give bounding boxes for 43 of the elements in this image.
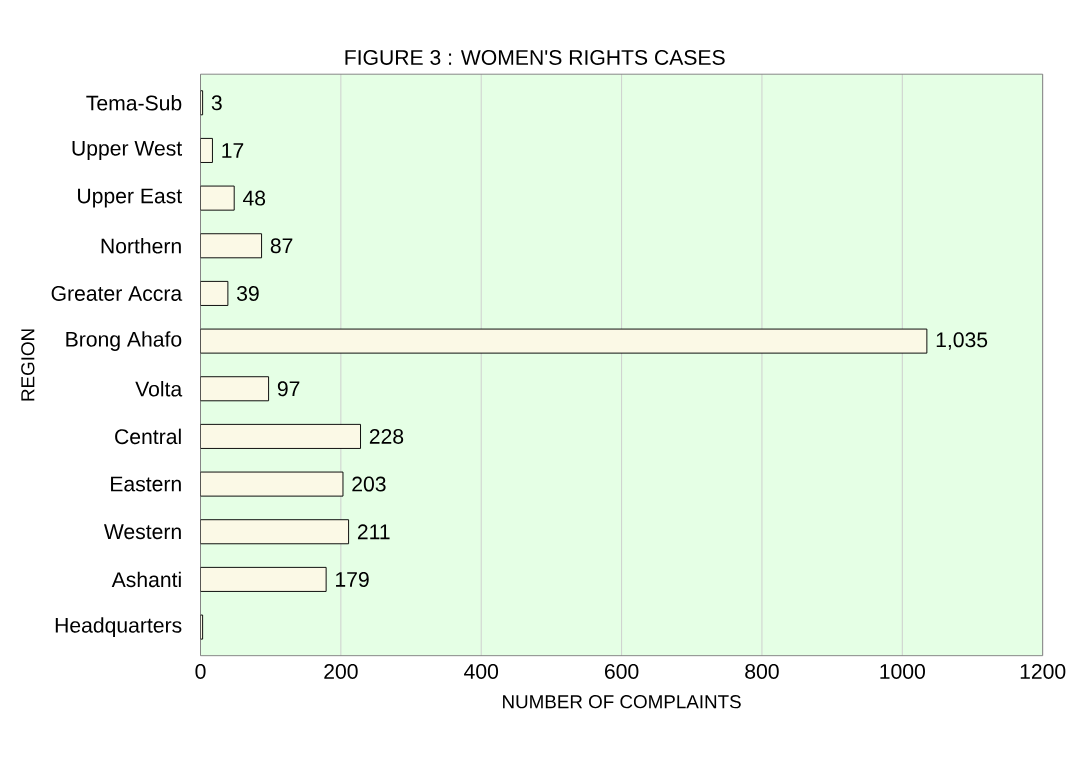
y-tick-label: Brong Ahafo (66, 331, 182, 352)
y-tick-label: Tema-Sub (86, 95, 182, 111)
x-tick-label: 600 (605, 664, 639, 680)
data-label: 1,035 (936, 332, 988, 350)
x-tick-label: 200 (324, 664, 358, 680)
x-tick-label: 400 (464, 664, 499, 680)
x-tick-label: 800 (745, 664, 779, 680)
bar (200, 328, 928, 354)
data-label: 97 (277, 381, 300, 397)
bar (200, 471, 344, 497)
y-tick-label: Upper West (72, 141, 183, 161)
y-tick-label: Greater Accra (51, 286, 183, 302)
bar (200, 138, 213, 164)
data-label: 17 (222, 143, 244, 158)
bar (200, 519, 350, 545)
y-tick-label: Volta (135, 381, 183, 397)
y-axis-title: REGION (21, 329, 35, 401)
x-tick-label: 1200 (1020, 664, 1066, 680)
data-label: 179 (336, 572, 369, 588)
data-label: 203 (352, 476, 386, 492)
x-tick-label: 0 (195, 664, 206, 680)
x-axis-title: NUMBER OF COMPLAINTS (503, 695, 741, 709)
bar (200, 567, 327, 593)
data-label: 3 (211, 95, 222, 111)
y-tick-label: Eastern (111, 476, 181, 492)
y-tick-label: Central (115, 428, 181, 445)
data-label: 39 (236, 286, 259, 302)
data-label: 228 (369, 429, 404, 445)
x-tick-label: 1000 (880, 664, 925, 680)
y-tick-label: Northern (101, 238, 181, 254)
y-tick-label: Western (103, 524, 181, 540)
data-label: 211 (357, 524, 390, 540)
bar (200, 376, 270, 402)
y-tick-label: Headquarters (55, 617, 182, 638)
data-label: 48 (242, 190, 266, 206)
data-label: 87 (270, 238, 293, 254)
chart-title: FIGURE 3 : WOMEN'S RIGHTS CASES (345, 50, 725, 66)
bar (200, 233, 263, 259)
y-tick-label: Upper East (78, 188, 182, 208)
bar (200, 185, 235, 211)
bar (200, 281, 229, 307)
y-tick-label: Ashanti (111, 571, 181, 588)
bar (200, 424, 361, 450)
